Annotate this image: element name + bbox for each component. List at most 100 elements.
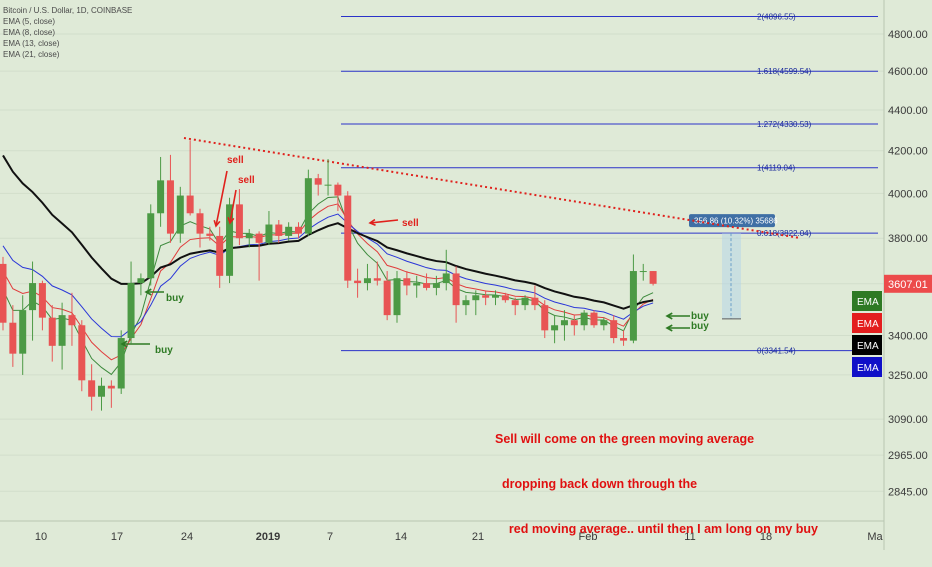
price-tick-label: 3250.00	[888, 370, 928, 382]
trendline	[183, 137, 801, 239]
ema-badge-label: EMA	[857, 319, 879, 330]
buy-label: buy	[691, 321, 709, 332]
price-tick-label: 4400.00	[888, 105, 928, 117]
candle-body	[304, 178, 312, 234]
buy-label: buy	[691, 311, 709, 322]
fib-label: 1.272(4330.53)	[757, 120, 812, 129]
candle-body	[482, 295, 490, 298]
ema-21-line	[2, 213, 654, 338]
candle-body	[314, 178, 322, 185]
buy-arrow-head	[665, 324, 673, 332]
candle-body	[531, 297, 539, 306]
price-tick-label: 3400.00	[888, 330, 928, 342]
fib-label: 1.618(4599.54)	[757, 67, 812, 76]
indicator-ema8[interactable]: EMA (8, close)	[3, 28, 56, 37]
candle-body	[58, 315, 66, 346]
candle-body	[334, 184, 342, 196]
buy-label: buy	[166, 293, 184, 304]
candle-body	[38, 283, 46, 318]
candle-body	[29, 283, 37, 311]
time-tick-label: 11	[684, 531, 695, 543]
candle-body	[354, 280, 362, 284]
price-tick-label: 3090.00	[888, 414, 928, 426]
candle-body	[620, 338, 628, 341]
price-tick-label: 4600.00	[888, 66, 928, 78]
sell-arrow-shaft	[369, 219, 399, 224]
candle-body	[245, 233, 253, 239]
candle-body	[107, 385, 115, 389]
candle-body	[452, 273, 460, 306]
candle-body	[117, 338, 125, 389]
note-line-1: Sell will come on the green moving avera…	[495, 432, 755, 446]
candle-body	[511, 300, 519, 306]
buy-label: buy	[155, 345, 173, 356]
candle-body	[639, 271, 647, 273]
buy-arrow-head	[144, 288, 152, 296]
note-line-3: red moving average.. until then I am lon…	[495, 522, 818, 536]
candle-body	[462, 300, 470, 306]
candle-body	[19, 310, 27, 354]
sell-label: sell	[402, 218, 419, 229]
candle-body	[629, 271, 637, 341]
candle-body	[560, 320, 568, 326]
candle-body	[403, 278, 411, 286]
price-tick-label: 2965.00	[888, 450, 928, 462]
time-tick-label: 18	[760, 531, 772, 543]
symbol-title: Bitcoin / U.S. Dollar, 1D, COINBASE	[3, 6, 133, 15]
ema-badge-label: EMA	[857, 297, 879, 308]
time-tick-label: 7	[327, 531, 333, 543]
candle-body	[383, 280, 391, 316]
candle-body	[157, 180, 165, 214]
axes: 4800.00 4600.00 4400.00 4200.00 4000.00 3800.…	[0, 0, 932, 550]
candle-body	[68, 315, 76, 326]
candle-body	[501, 295, 509, 301]
note-line-2: dropping back down through the	[495, 477, 698, 491]
candle-body	[275, 224, 283, 236]
ema-badge	[852, 335, 882, 355]
indicator-ema21[interactable]: EMA (21, close)	[3, 50, 60, 59]
candle-body	[600, 320, 608, 326]
candle-body	[9, 322, 17, 354]
candle-body	[610, 320, 618, 339]
current-price-label: 3607.01	[888, 279, 928, 291]
candle-body	[127, 283, 135, 339]
candle-body	[541, 305, 549, 331]
candle-body	[393, 278, 401, 316]
candle-body	[206, 233, 214, 236]
candle-body	[570, 320, 578, 326]
time-tick-label: 17	[111, 531, 123, 543]
candle-body	[265, 224, 273, 243]
price-tick-label: 4800.00	[888, 29, 928, 41]
buy-arrow-head	[120, 340, 128, 348]
time-tick-label: 21	[472, 531, 484, 543]
measure-tool: 356.86 (10.32%) 35686	[689, 214, 778, 320]
candle-body	[344, 195, 352, 281]
candle-body	[48, 317, 56, 346]
ema-badge	[852, 357, 882, 377]
time-tick-label: Ma	[867, 531, 883, 543]
indicator-ema13[interactable]: EMA (13, close)	[3, 39, 60, 48]
sell-label: sell	[238, 175, 255, 186]
candle-body	[442, 273, 450, 284]
fib-label: 0(3341.54)	[757, 347, 796, 356]
candle-body	[226, 204, 234, 276]
candle-body	[166, 180, 174, 234]
sell-arrow-head	[368, 218, 376, 227]
indicator-ema5[interactable]: EMA (5, close)	[3, 17, 56, 26]
fib-label: 1(4119.04)	[757, 164, 795, 173]
candle-body	[216, 235, 224, 276]
ema-badge-label: EMA	[857, 341, 879, 352]
chart-canvas[interactable]: 2(4896.55) 1.618(4599.54) 1.272(4330.53) 1(…	[0, 0, 932, 550]
fib-label: 0.618(3822.04)	[757, 229, 812, 238]
measure-label: 356.86 (10.32%) 35686	[694, 217, 778, 226]
sell-label: sell	[227, 155, 244, 166]
chart-root: 2(4896.55) 1.618(4599.54) 1.272(4330.53) 1(…	[0, 0, 932, 550]
ema-badge	[852, 291, 882, 311]
time-tick-label: 2019	[256, 531, 280, 543]
ema-badge-label: EMA	[857, 363, 879, 374]
price-tick-label: 4200.00	[888, 146, 928, 158]
sell-arrow-head	[227, 217, 235, 225]
candle-body	[137, 278, 145, 284]
candle-body	[590, 312, 598, 326]
